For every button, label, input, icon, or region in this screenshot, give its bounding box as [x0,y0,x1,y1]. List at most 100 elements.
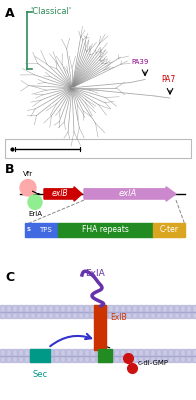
FancyBboxPatch shape [36,356,41,362]
FancyBboxPatch shape [126,356,131,362]
FancyBboxPatch shape [180,349,185,356]
FancyBboxPatch shape [174,356,179,362]
FancyBboxPatch shape [114,312,119,318]
FancyBboxPatch shape [108,349,113,356]
FancyBboxPatch shape [33,223,58,237]
FancyBboxPatch shape [0,349,5,356]
FancyBboxPatch shape [12,349,17,356]
FancyBboxPatch shape [6,305,11,312]
FancyBboxPatch shape [84,312,89,318]
FancyBboxPatch shape [12,356,17,362]
FancyBboxPatch shape [66,356,71,362]
Text: TPS: TPS [39,227,51,233]
FancyArrow shape [84,187,176,201]
Text: ErlA: ErlA [28,212,42,218]
FancyBboxPatch shape [138,312,143,318]
FancyBboxPatch shape [0,305,5,312]
FancyBboxPatch shape [126,305,131,312]
Text: PA7: PA7 [161,75,175,84]
FancyBboxPatch shape [94,305,106,350]
FancyBboxPatch shape [114,349,119,356]
FancyBboxPatch shape [24,312,29,318]
FancyBboxPatch shape [30,349,50,362]
FancyBboxPatch shape [58,223,153,237]
FancyBboxPatch shape [132,305,137,312]
FancyBboxPatch shape [192,312,196,318]
FancyBboxPatch shape [24,349,29,356]
FancyBboxPatch shape [186,312,191,318]
FancyBboxPatch shape [54,312,59,318]
FancyBboxPatch shape [180,305,185,312]
Text: S: S [27,228,31,232]
Text: PA39: PA39 [131,59,149,65]
FancyBboxPatch shape [30,312,35,318]
FancyBboxPatch shape [6,312,11,318]
FancyBboxPatch shape [0,356,5,362]
FancyBboxPatch shape [48,305,53,312]
FancyBboxPatch shape [168,356,173,362]
FancyBboxPatch shape [162,349,167,356]
FancyBboxPatch shape [150,356,155,362]
FancyBboxPatch shape [42,356,47,362]
FancyBboxPatch shape [153,223,185,237]
FancyBboxPatch shape [180,356,185,362]
FancyBboxPatch shape [156,312,161,318]
FancyBboxPatch shape [24,305,29,312]
FancyBboxPatch shape [18,312,23,318]
Text: C-ter: C-ter [160,226,179,234]
FancyBboxPatch shape [84,349,89,356]
FancyBboxPatch shape [60,356,65,362]
FancyArrow shape [44,187,82,201]
FancyBboxPatch shape [98,349,112,362]
FancyBboxPatch shape [150,312,155,318]
FancyBboxPatch shape [60,349,65,356]
FancyBboxPatch shape [54,305,59,312]
FancyBboxPatch shape [66,349,71,356]
FancyBboxPatch shape [162,305,167,312]
FancyBboxPatch shape [90,305,95,312]
FancyBboxPatch shape [78,312,83,318]
FancyBboxPatch shape [162,312,167,318]
FancyBboxPatch shape [60,305,65,312]
FancyBboxPatch shape [102,356,107,362]
FancyBboxPatch shape [96,305,101,312]
FancyBboxPatch shape [54,349,59,356]
FancyBboxPatch shape [6,356,11,362]
FancyBboxPatch shape [12,312,17,318]
FancyBboxPatch shape [186,356,191,362]
FancyBboxPatch shape [150,349,155,356]
Text: exlA: exlA [119,190,137,198]
FancyBboxPatch shape [120,305,125,312]
FancyBboxPatch shape [42,349,47,356]
FancyBboxPatch shape [54,356,59,362]
FancyBboxPatch shape [120,349,125,356]
FancyBboxPatch shape [126,312,131,318]
FancyBboxPatch shape [144,312,149,318]
FancyBboxPatch shape [5,139,191,158]
FancyBboxPatch shape [132,312,137,318]
FancyBboxPatch shape [186,305,191,312]
Text: exlB: exlB [52,190,68,198]
FancyBboxPatch shape [0,312,5,318]
FancyBboxPatch shape [138,349,143,356]
FancyBboxPatch shape [12,305,17,312]
FancyBboxPatch shape [78,349,83,356]
FancyBboxPatch shape [30,349,35,356]
FancyBboxPatch shape [6,349,11,356]
FancyBboxPatch shape [60,312,65,318]
FancyBboxPatch shape [144,356,149,362]
FancyBboxPatch shape [30,305,35,312]
Text: Vfr: Vfr [23,172,33,178]
FancyBboxPatch shape [36,312,41,318]
FancyBboxPatch shape [126,349,131,356]
FancyBboxPatch shape [102,349,107,356]
FancyBboxPatch shape [96,356,101,362]
FancyBboxPatch shape [102,312,107,318]
FancyBboxPatch shape [42,312,47,318]
Text: ExlA: ExlA [85,269,105,278]
FancyBboxPatch shape [48,349,53,356]
FancyBboxPatch shape [66,305,71,312]
FancyBboxPatch shape [174,305,179,312]
FancyBboxPatch shape [192,356,196,362]
FancyBboxPatch shape [72,305,77,312]
